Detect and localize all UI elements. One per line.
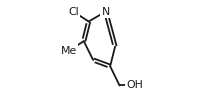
Text: Me: Me [61, 46, 77, 56]
Text: N: N [102, 7, 110, 17]
Text: Cl: Cl [68, 7, 79, 17]
Text: OH: OH [126, 80, 143, 91]
